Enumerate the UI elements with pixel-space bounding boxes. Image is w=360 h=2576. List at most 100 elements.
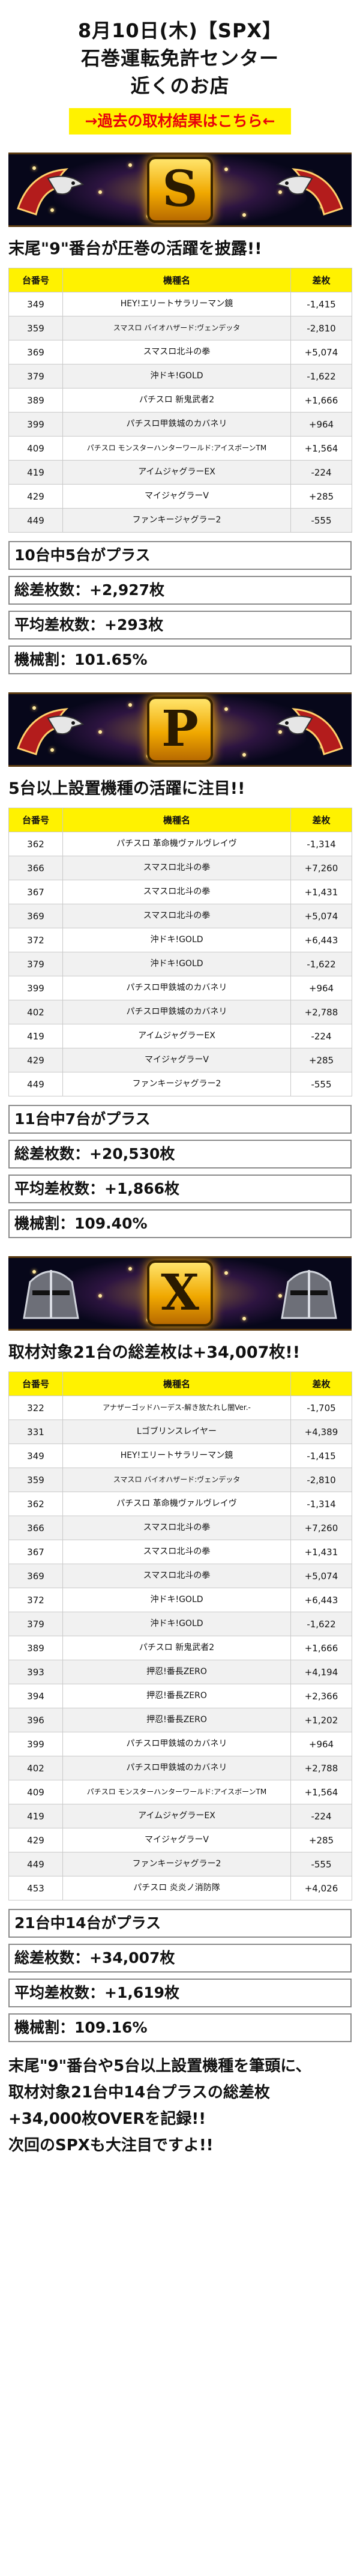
table-row: 396 押忍!番長ZERO +1,202 (8, 1708, 352, 1732)
machine-name-cell: パチスロ モンスターハンターワールド:アイスボーンTM (62, 1780, 291, 1804)
total-diff-stat: 総差枚数：+20,530枚 (8, 1140, 352, 1169)
banner-letter-emblem: P (147, 697, 213, 763)
average-diff-stat: 平均差枚数：+1,619枚 (8, 1979, 352, 2007)
diff-cell: -1,314 (290, 832, 352, 856)
machine-name-cell: パチスロ甲鉄城のカバネリ (62, 1732, 291, 1756)
machine-name-cell: パチスロ甲鉄城のカバネリ (62, 1000, 291, 1024)
plus-count-stat: 10台中5台がプラス (8, 541, 352, 570)
diff-cell: -555 (290, 1852, 352, 1876)
machine-name-cell: スマスロ バイオハザード:ヴェンデッタ (62, 1468, 291, 1492)
machine-name-cell: ファンキージャグラー2 (62, 508, 291, 533)
footer-line: 次回のSPXも大注目ですよ!! (8, 2136, 214, 2154)
header-location-title: 石巻運転免許センター (80, 47, 279, 70)
machine-name-cell: 沖ドキ!GOLD (62, 364, 291, 389)
average-diff-stat: 平均差枚数：+293枚 (8, 611, 352, 639)
machine-number-cell: 367 (8, 880, 63, 904)
sparkle-icon (128, 703, 132, 707)
knight-helmet-icon (12, 1264, 90, 1324)
machine-name-cell: スマスロ北斗の拳 (62, 856, 291, 880)
sparkle-icon (278, 190, 282, 194)
diff-cell: +2,788 (290, 1756, 352, 1780)
machine-name-cell: パチスロ甲鉄城のカバネリ (62, 412, 291, 437)
sections-container: S 末尾"9"番台が圧巻の活躍を披露!! 台番号 機種名 差枚 349 HEY!エリートサラ… (0, 153, 360, 2042)
table-row: 367 スマスロ北斗の拳 +1,431 (8, 880, 352, 904)
sparkle-icon (278, 730, 282, 734)
diff-cell: +1,431 (290, 1540, 352, 1564)
eagle-emblem-icon (12, 160, 90, 220)
diff-cell: +5,074 (290, 1564, 352, 1588)
machine-number-cell: 399 (8, 412, 63, 437)
sparkle-icon (32, 706, 36, 710)
machine-name-cell: スマスロ北斗の拳 (62, 880, 291, 904)
table-row: 453 パチスロ 炎炎ノ消防隊 +4,026 (8, 1876, 352, 1900)
section-banner: P (8, 692, 352, 767)
machine-number-cell: 362 (8, 1492, 63, 1516)
table-row: 362 パチスロ 革命機ヴァルヴレイヴ -1,314 (8, 1492, 352, 1516)
sparkle-icon (224, 168, 228, 171)
eagle-emblem-icon (12, 700, 90, 760)
diff-cell: +6,443 (290, 928, 352, 952)
table-row: 349 HEY!エリートサラリーマン鏡 -1,415 (8, 292, 352, 316)
sparkle-icon (98, 1294, 102, 1298)
header-date-title: 8月10日(木)【SPX】 (77, 19, 283, 42)
diff-cell: +1,564 (290, 436, 352, 461)
result-section: P 5台以上設置機種の活躍に注目!! 台番号 機種名 差枚 362 パチスロ 革命機ヴァルヴ… (0, 692, 360, 1238)
sparkle-icon (98, 190, 102, 194)
diff-cell: +7,260 (290, 1516, 352, 1540)
footer-line: 末尾"9"番台や5台以上設置機種を筆頭に、 (8, 2057, 311, 2075)
diff-cell: -224 (290, 1024, 352, 1048)
table-row: 429 マイジャグラーV +285 (8, 484, 352, 509)
diff-cell: +2,366 (290, 1684, 352, 1708)
diff-cell: -1,622 (290, 952, 352, 976)
table-row: 366 スマスロ北斗の拳 +7,260 (8, 856, 352, 880)
payout-rate-stat: 機械割：101.65% (8, 646, 352, 674)
table-header-row: 台番号 機種名 差枚 (8, 268, 352, 292)
diff-cell: -1,314 (290, 1492, 352, 1516)
table-row: 402 パチスロ甲鉄城のカバネリ +2,788 (8, 1756, 352, 1780)
diff-cell: -1,705 (290, 1395, 352, 1420)
sparkle-icon (242, 753, 246, 757)
table-row: 449 ファンキージャグラー2 -555 (8, 1072, 352, 1096)
diff-cell: +4,389 (290, 1420, 352, 1444)
machine-name-cell: マイジャグラーV (62, 1828, 291, 1852)
machine-name-cell: 沖ドキ!GOLD (62, 928, 291, 952)
machine-name-cell: パチスロ甲鉄城のカバネリ (62, 976, 291, 1000)
sparkle-icon (242, 1317, 246, 1320)
machine-number-cell: 369 (8, 340, 63, 364)
machine-name-cell: パチスロ 炎炎ノ消防隊 (62, 1876, 291, 1900)
machine-name-cell: 沖ドキ!GOLD (62, 1612, 291, 1636)
table-row: 399 パチスロ甲鉄城のカバネリ +964 (8, 1732, 352, 1756)
table-row: 359 スマスロ バイオハザード:ヴェンデッタ -2,810 (8, 316, 352, 340)
machine-name-cell: スマスロ北斗の拳 (62, 1516, 291, 1540)
past-results-link[interactable]: →過去の取材結果はこちら← (69, 108, 291, 135)
diff-cell: +4,026 (290, 1876, 352, 1900)
diff-cell: +1,666 (290, 1636, 352, 1660)
table-row: 366 スマスロ北斗の拳 +7,260 (8, 1516, 352, 1540)
machine-number-cell: 366 (8, 856, 63, 880)
summary-footer: 末尾"9"番台や5台以上設置機種を筆頭に、 取材対象21台中14台プラスの総差枚… (0, 2042, 360, 2159)
machine-number-cell: 359 (8, 1468, 63, 1492)
table-row: 389 パチスロ 新鬼武者2 +1,666 (8, 1636, 352, 1660)
table-row: 394 押忍!番長ZERO +2,366 (8, 1684, 352, 1708)
footer-line: +34,000枚OVERを記録!! (8, 2110, 206, 2128)
machine-name-cell: マイジャグラーV (62, 484, 291, 509)
machine-name-cell: 沖ドキ!GOLD (62, 952, 291, 976)
results-table: 台番号 機種名 差枚 362 パチスロ 革命機ヴァルヴレイヴ -1,314 366 スマスロ北… (8, 808, 352, 1096)
machine-number-cell: 394 (8, 1684, 63, 1708)
table-row: 419 アイムジャグラーEX -224 (8, 1024, 352, 1048)
table-row: 419 アイムジャグラーEX -224 (8, 460, 352, 485)
total-diff-stat: 総差枚数：+2,927枚 (8, 576, 352, 605)
table-row: 399 パチスロ甲鉄城のカバネリ +964 (8, 412, 352, 437)
table-row: 409 パチスロ モンスターハンターワールド:アイスボーンTM +1,564 (8, 1780, 352, 1804)
page-header: 8月10日(木)【SPX】 石巻運転免許センター 近くのお店 →過去の取材結果は… (0, 0, 360, 135)
diff-cell: +964 (290, 1732, 352, 1756)
table-row: 369 スマスロ北斗の拳 +5,074 (8, 1564, 352, 1588)
machine-name-cell: Lゴブリンスレイヤー (62, 1420, 291, 1444)
machine-name-cell: スマスロ北斗の拳 (62, 1564, 291, 1588)
machine-name-cell: スマスロ北斗の拳 (62, 1540, 291, 1564)
diff-cell: -224 (290, 460, 352, 485)
sparkle-icon (224, 1271, 228, 1275)
diff-cell: -1,415 (290, 1444, 352, 1468)
table-row: 379 沖ドキ!GOLD -1,622 (8, 364, 352, 389)
machine-number-cell: 369 (8, 1564, 63, 1588)
